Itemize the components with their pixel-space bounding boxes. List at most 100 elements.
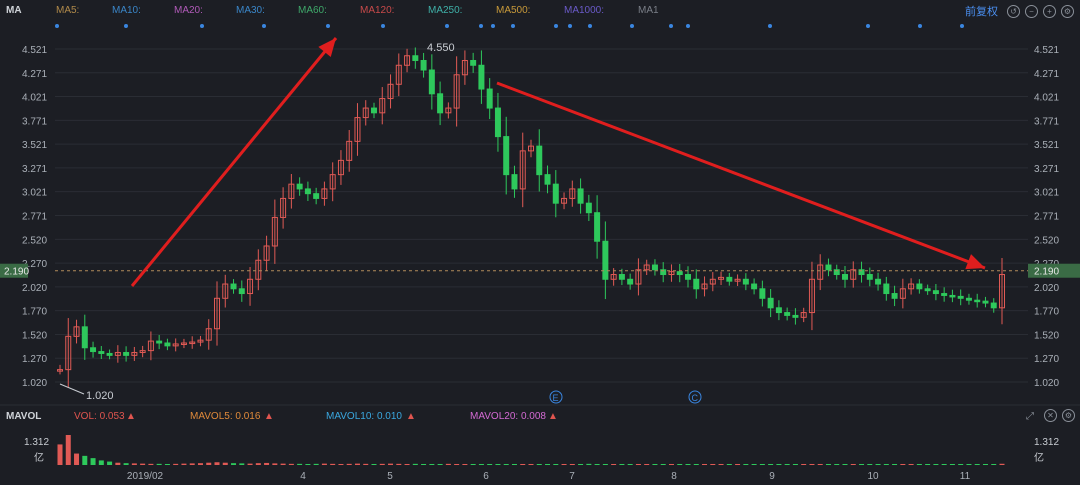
candle-body — [693, 278, 700, 290]
ma250-label: MA250: — [428, 5, 463, 16]
volume-bar — [809, 464, 815, 465]
ma10-label: MA10: — [112, 5, 141, 16]
candle-body — [511, 174, 518, 190]
candle-body — [552, 183, 559, 204]
candle-body — [792, 314, 799, 318]
y-tick-right: 1.270 — [1034, 354, 1059, 365]
candle-body — [610, 274, 617, 280]
volume-bars — [57, 435, 1005, 465]
candle-body — [908, 283, 915, 290]
ma120-label: MA120: — [360, 5, 395, 16]
candle-body — [726, 276, 733, 282]
x-tick: 9 — [769, 471, 775, 482]
candle-body — [544, 174, 551, 185]
volume-bar — [586, 463, 592, 465]
candle-body — [395, 64, 402, 85]
volume-bar — [569, 464, 575, 465]
volume-bar — [718, 464, 724, 465]
volume-indicator-label[interactable]: MAVOL — [6, 411, 42, 422]
event-dot — [630, 24, 634, 28]
candle-body — [412, 55, 419, 62]
candle-body — [114, 352, 121, 356]
volume-bar — [338, 464, 344, 465]
candle-body — [899, 288, 906, 299]
gear-icon[interactable]: ⚙ — [1061, 4, 1074, 18]
event-dot — [55, 24, 59, 28]
indicator-label[interactable]: MA — [6, 5, 22, 16]
candle-body — [371, 107, 377, 114]
volume-bar — [297, 463, 303, 465]
volume-bar — [511, 464, 517, 465]
expand-icon[interactable]: ⤢ — [1026, 411, 1034, 422]
close-icon[interactable]: ✕ — [1044, 409, 1057, 422]
candle-body — [850, 269, 857, 280]
volume-bar — [999, 463, 1005, 465]
volume-bar — [255, 463, 261, 465]
y-tick-right: 3.521 — [1034, 140, 1059, 151]
candle-body — [428, 69, 435, 95]
mavol5-up-arrow: ▲ — [264, 411, 274, 422]
low-label: 1.020 — [86, 390, 114, 402]
volume-bar — [817, 464, 823, 465]
event-dot — [669, 24, 673, 28]
volume-bar — [850, 464, 856, 465]
plus-icon[interactable]: + — [1043, 4, 1056, 18]
y-tick-left: 2.020 — [22, 283, 47, 294]
volume-bar — [974, 464, 980, 465]
candle-body — [875, 278, 882, 285]
ma500-label: MA500: — [496, 5, 531, 16]
candle-body — [255, 259, 262, 280]
candle-body — [891, 293, 898, 299]
volume-bar — [231, 463, 237, 465]
adjust-mode-button[interactable]: 前复权 — [965, 6, 998, 18]
candle-body — [602, 240, 609, 280]
event-dot — [381, 24, 385, 28]
candle-body — [932, 290, 939, 295]
ma5-label: MA5: — [56, 5, 80, 16]
volume-bar — [280, 463, 286, 465]
candle-body — [767, 297, 774, 309]
candle-body — [180, 342, 187, 346]
volume-bar — [354, 463, 360, 465]
vol-up-arrow: ▲ — [126, 411, 136, 422]
candle-body — [808, 278, 815, 314]
candle-body — [263, 245, 270, 261]
volume-bar — [321, 463, 327, 465]
candle-body — [635, 269, 642, 285]
gear-icon[interactable]: ⚙ — [1062, 409, 1075, 422]
volume-bar — [388, 463, 394, 465]
y-tick-left: 3.271 — [22, 164, 47, 175]
volume-bar — [594, 464, 600, 465]
candle-body — [643, 264, 650, 271]
y-tick-right: 1.520 — [1034, 330, 1059, 341]
undo-icon[interactable]: ↺ — [1007, 4, 1020, 18]
price-tag-left — [0, 263, 28, 278]
candle-body — [734, 278, 741, 282]
candle-body — [81, 326, 88, 349]
candle-body — [123, 352, 130, 356]
candle-body — [817, 264, 824, 280]
candle-body — [346, 140, 353, 161]
vol-value: VOL: 0.053 — [74, 411, 125, 422]
candle-body — [288, 183, 295, 199]
y-tick-right: 2.020 — [1034, 283, 1059, 294]
volume-bar — [421, 464, 427, 465]
candle-body — [494, 107, 501, 138]
minus-icon[interactable]: − — [1025, 4, 1038, 18]
candle-body — [73, 326, 80, 337]
x-tick: 7 — [569, 471, 575, 482]
candle-body — [982, 300, 989, 304]
volume-bar — [702, 464, 708, 465]
event-dot — [200, 24, 204, 28]
volume-bar — [197, 463, 203, 465]
candle-body — [965, 297, 972, 301]
event-dot — [262, 24, 266, 28]
candle-body — [784, 312, 791, 316]
candle-body — [280, 197, 287, 218]
trend-arrows — [130, 37, 986, 287]
candle-body — [139, 350, 146, 354]
candle-body — [833, 269, 840, 276]
ma60-label: MA60: — [298, 5, 327, 16]
candle-body — [106, 352, 113, 356]
